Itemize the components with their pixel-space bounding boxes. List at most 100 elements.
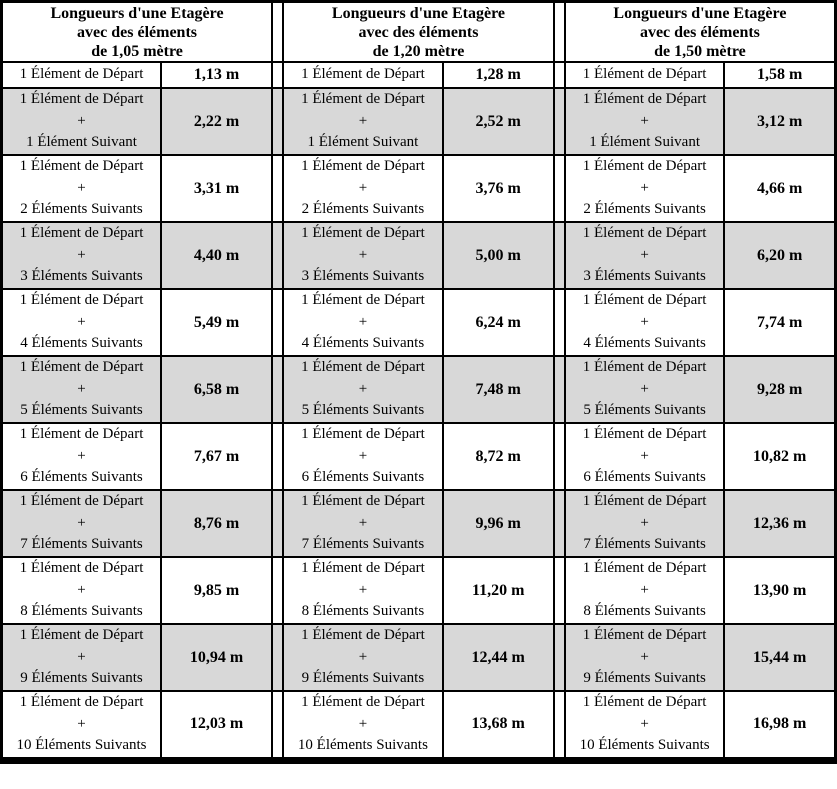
plus-sign: +	[358, 112, 368, 129]
row-length-value: 12,36 m	[723, 489, 837, 558]
table-separator	[552, 690, 566, 761]
row-description-line: 1 Élément de Départ	[582, 158, 707, 175]
row-description: 1 Élément de Départ +5 Éléments Suivants	[0, 355, 163, 424]
row-length-value: 7,67 m	[160, 422, 274, 491]
plus-sign: +	[77, 179, 86, 196]
row-description-line: 1 Élément Suivant	[26, 134, 137, 151]
row-description-line: 1 Élément de Départ	[582, 359, 707, 376]
row-description-line: 1 Élément de Départ	[301, 66, 425, 83]
table-row: 1 Élément de Départ +7 Éléments Suivants 8…	[0, 489, 837, 558]
row-length-value: 13,90 m	[723, 556, 837, 625]
row-description-line: 1 Élément de Départ	[19, 66, 144, 83]
row-length-value: 9,96 m	[441, 489, 555, 558]
table-row: 1 Élément de Départ +2 Éléments Suivants 3…	[0, 154, 837, 223]
row-length-value: 9,28 m	[723, 355, 837, 424]
row-length-value: 10,94 m	[160, 623, 274, 692]
table-separator	[552, 221, 566, 290]
row-length-value: 7,74 m	[723, 288, 837, 357]
row-description-line: 3 Éléments Suivants	[583, 268, 706, 285]
row-description-line: 3 Éléments Suivants	[301, 268, 425, 285]
row-description: 1 Élément de Départ +5 Éléments Suivants	[563, 355, 726, 424]
row-description: 1 Élément de Départ +1 Élément Suivant	[282, 87, 444, 156]
row-description-line: 1 Élément de Départ	[19, 292, 144, 309]
row-length-value: 8,72 m	[441, 422, 555, 491]
row-description-line: 10 Éléments Suivants	[16, 737, 147, 753]
row-description: 1 Élément de Départ +8 Éléments Suivants	[282, 556, 444, 625]
row-description-line: 1 Élément de Départ	[301, 560, 425, 577]
row-length-value: 5,00 m	[441, 221, 555, 290]
table-separator	[552, 422, 566, 491]
table-title-line: de 1,05 mètre	[91, 42, 183, 60]
table-row: 1 Élément de Départ +6 Éléments Suivants 7…	[0, 422, 837, 491]
plus-sign: +	[640, 514, 649, 531]
plus-sign: +	[77, 581, 86, 598]
row-description-line: 1 Élément de Départ	[19, 158, 144, 175]
row-length-value: 1,28 m	[441, 61, 555, 89]
row-description-line: 6 Éléments Suivants	[583, 469, 706, 486]
row-description-line: 1 Élément de Départ	[301, 694, 425, 710]
row-description-line: 7 Éléments Suivants	[20, 536, 143, 553]
row-description-line: 1 Élément de Départ	[301, 493, 425, 510]
table-separator	[271, 355, 285, 424]
plus-sign: +	[640, 447, 649, 464]
row-description-line: 1 Élément de Départ	[19, 426, 144, 443]
table-separator	[271, 61, 285, 89]
row-length-value: 1,58 m	[723, 61, 837, 89]
row-length-value: 9,85 m	[160, 556, 274, 625]
row-description-line: 5 Éléments Suivants	[301, 402, 425, 419]
row-description: 1 Élément de Départ +9 Éléments Suivants	[563, 623, 726, 692]
row-description-line: 1 Élément de Départ	[582, 292, 707, 309]
plus-sign: +	[358, 447, 368, 464]
plus-sign: +	[358, 715, 368, 732]
table-row: 1 Élément de Départ +5 Éléments Suivants 6…	[0, 355, 837, 424]
row-description-line: 7 Éléments Suivants	[301, 536, 425, 553]
plus-sign: +	[77, 715, 86, 732]
row-description-line: 1 Élément de Départ	[582, 627, 707, 644]
table-separator	[271, 489, 285, 558]
table-title-line: Longueurs d'une Etagère	[331, 4, 505, 22]
row-description-line: 6 Éléments Suivants	[301, 469, 425, 486]
plus-sign: +	[358, 380, 368, 397]
row-length-value: 6,20 m	[723, 221, 837, 290]
row-length-value: 8,76 m	[160, 489, 274, 558]
row-description-line: 2 Éléments Suivants	[583, 201, 706, 218]
row-length-value: 3,76 m	[441, 154, 555, 223]
row-description-line: 1 Élément de Départ	[19, 225, 144, 242]
row-length-value: 15,44 m	[723, 623, 837, 692]
row-description-line: 9 Éléments Suivants	[20, 670, 143, 687]
plus-sign: +	[77, 447, 86, 464]
table-title-line: de 1,20 mètre	[372, 42, 465, 60]
row-description-line: 1 Élément de Départ	[19, 694, 144, 710]
row-length-value: 4,40 m	[160, 221, 274, 290]
row-description: 1 Élément de Départ +2 Éléments Suivants	[282, 154, 444, 223]
table-row: 1 Élément de Départ 1,13 m 1 Élément de Dé…	[0, 61, 837, 89]
row-description-line: 1 Élément de Départ	[582, 225, 707, 242]
row-length-value: 12,03 m	[160, 690, 274, 761]
row-description-line: 1 Élément de Départ	[19, 493, 144, 510]
plus-sign: +	[358, 581, 368, 598]
plus-sign: +	[358, 514, 368, 531]
plus-sign: +	[640, 112, 649, 129]
row-description: 1 Élément de Départ +9 Éléments Suivants	[0, 623, 163, 692]
table-separator	[271, 623, 285, 692]
row-description-line: 2 Éléments Suivants	[301, 201, 425, 218]
table-title-line: de 1,50 mètre	[654, 42, 746, 60]
table-separator	[552, 355, 566, 424]
row-description-line: 1 Élément de Départ	[19, 359, 144, 376]
table-separator	[552, 288, 566, 357]
table-separator	[552, 623, 566, 692]
row-description: 1 Élément de Départ +8 Éléments Suivants	[0, 556, 163, 625]
row-description: 1 Élément de Départ +5 Éléments Suivants	[282, 355, 444, 424]
table-row: 1 Élément de Départ +8 Éléments Suivants 9…	[0, 556, 837, 625]
row-description-line: 10 Éléments Suivants	[297, 737, 428, 753]
table-separator	[552, 556, 566, 625]
row-length-value: 12,44 m	[441, 623, 555, 692]
row-description: 1 Élément de Départ +4 Éléments Suivants	[0, 288, 163, 357]
row-description: 1 Élément de Départ +4 Éléments Suivants	[282, 288, 444, 357]
row-description-line: 1 Élément de Départ	[301, 359, 425, 376]
plus-sign: +	[77, 380, 86, 397]
row-description: 1 Élément de Départ +7 Éléments Suivants	[563, 489, 726, 558]
plus-sign: +	[358, 648, 368, 665]
row-length-value: 2,52 m	[441, 87, 555, 156]
row-description: 1 Élément de Départ +2 Éléments Suivants	[0, 154, 163, 223]
